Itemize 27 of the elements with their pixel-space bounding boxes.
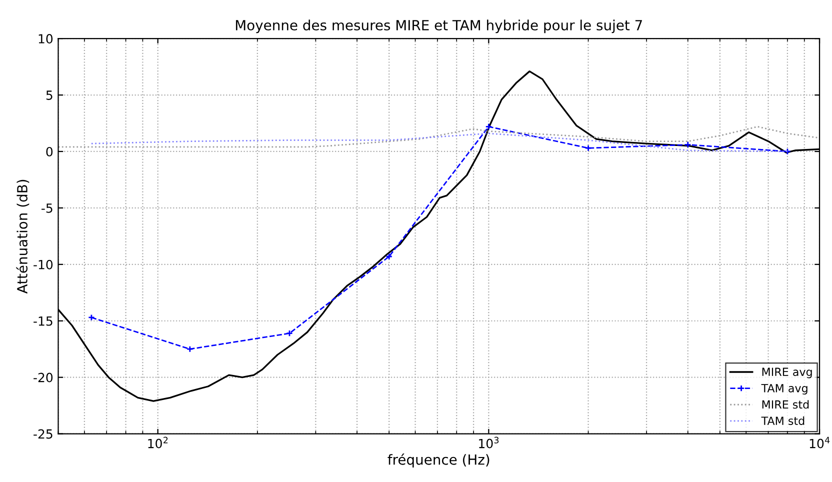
point [584, 144, 592, 152]
point [186, 346, 194, 353]
point [684, 141, 692, 148]
x-axis-title: fréquence (Hz) [388, 454, 490, 468]
y-tick-label: 10 [38, 34, 53, 44]
legend-label: MIRE avg [762, 368, 812, 378]
y-tick-label: -15 [34, 316, 52, 326]
point [784, 148, 791, 155]
y-axis-title: Atténuation (dB) [16, 180, 30, 294]
y-tick-label: -20 [34, 372, 53, 382]
point [88, 314, 95, 321]
y-tick-label: 5 [46, 90, 52, 100]
y-tick-label: -5 [42, 204, 52, 213]
legend-label: TAM std [761, 416, 804, 425]
chart-title: Moyenne des mesures MIRE et TAM hybride pour le sujet 7 [236, 20, 642, 34]
y-tick-label: -10 [34, 260, 53, 270]
x-tick-label: 10$^{4}$ [810, 436, 830, 448]
x-tick-label: 10$^{3}$ [479, 436, 499, 448]
y-tick-label: -25 [34, 429, 52, 439]
legend-label: MIRE std [762, 400, 809, 409]
line-series [90, 132, 788, 152]
point [286, 330, 293, 337]
point [485, 123, 492, 130]
y-tick-label: 0 [46, 146, 53, 156]
point [386, 253, 393, 260]
legend-label: TAM avg [761, 384, 808, 395]
x-tick-label: 10$^{2}$ [148, 436, 168, 448]
